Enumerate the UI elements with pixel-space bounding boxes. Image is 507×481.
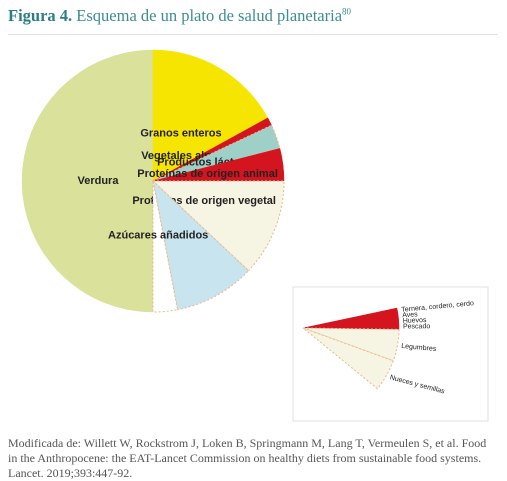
pie-slice	[152, 179, 250, 311]
figure-label: Figura 4.	[8, 6, 73, 25]
pie-slice	[152, 124, 281, 182]
inset-box	[292, 286, 489, 422]
slice-label: Granos enteros	[140, 128, 221, 140]
pie-slice	[21, 49, 154, 313]
slice-label: Azúcares añadidos	[108, 230, 208, 242]
rule	[8, 34, 498, 35]
caption: Modificada de: Willett W, Rockstrom J, L…	[8, 436, 487, 480]
pie-slice	[151, 180, 285, 272]
slice-label: Verdura	[77, 175, 119, 187]
figure-title-text: Esquema de un plato de salud planetaria	[76, 6, 343, 25]
slice-label: Legumbres	[401, 343, 437, 353]
pie-slice	[152, 180, 179, 313]
pie-slice	[152, 148, 285, 182]
slice-label: Aves	[402, 311, 418, 319]
slice-label: Proteínas de origen animal	[137, 168, 278, 180]
slice-label: Pescado	[403, 323, 430, 330]
slice-label: Huevos	[403, 317, 427, 325]
pie-slice	[302, 327, 394, 390]
pie-slice	[152, 117, 272, 182]
pie-slice	[152, 49, 269, 182]
pie-slice	[302, 323, 400, 330]
reference: 80	[342, 6, 352, 17]
slice-label: Nueces y semillas	[389, 374, 446, 395]
figure-title: Figura 4. Esquema de un plato de salud p…	[8, 6, 351, 26]
